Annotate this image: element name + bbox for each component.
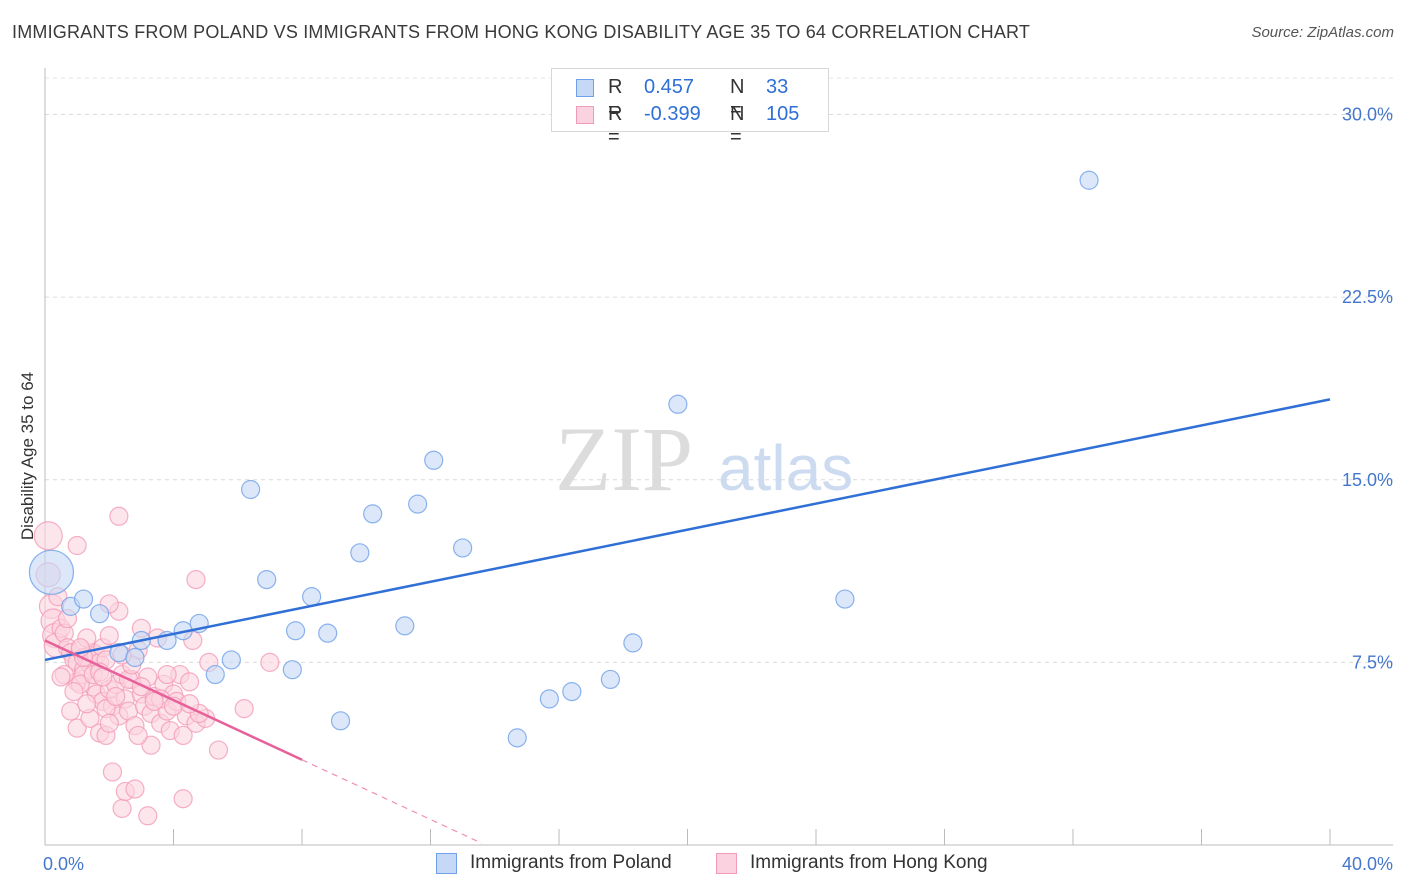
point-hongkong: [99, 625, 119, 646]
source-credit: Source: ZipAtlas.com: [1251, 24, 1394, 41]
point-hongkong: [33, 521, 63, 551]
point-hongkong: [173, 725, 193, 746]
point-poland: [125, 647, 145, 668]
legend-r-value: 0.457: [644, 76, 695, 98]
point-hongkong: [112, 798, 132, 819]
point-hongkong: [128, 725, 148, 746]
point-poland: [330, 711, 351, 731]
x-tick-label: 40.0%: [1342, 854, 1393, 874]
point-poland: [363, 504, 383, 524]
point-poland: [318, 623, 338, 643]
legend-r-label: R =: [608, 76, 623, 121]
point-poland: [1079, 170, 1099, 190]
chart-title: IMMIGRANTS FROM POLAND VS IMMIGRANTS FRO…: [12, 22, 1031, 42]
point-poland: [257, 569, 277, 590]
data-points: [28, 170, 1099, 826]
legend-n-value: 33: [766, 76, 789, 98]
point-hongkong: [138, 806, 158, 826]
y-tick-label: 22.5%: [1342, 287, 1393, 307]
trend-line-hongkong-extension: [301, 759, 483, 844]
y-tick-label: 15.0%: [1342, 470, 1393, 490]
legend-r-label: R =: [608, 103, 623, 148]
trend-line-hongkong: [44, 639, 303, 761]
point-poland: [350, 543, 370, 563]
series-swatch-poland: [436, 853, 457, 874]
point-hongkong: [67, 718, 87, 738]
point-poland: [73, 589, 94, 609]
point-poland: [221, 650, 241, 670]
point-poland: [395, 616, 415, 636]
point-hongkong: [64, 681, 84, 702]
point-poland: [562, 681, 582, 702]
point-poland: [835, 589, 855, 609]
trend-line-poland: [44, 398, 1331, 662]
point-hongkong: [173, 789, 193, 809]
point-poland: [600, 669, 621, 690]
axes: [44, 68, 1393, 846]
watermark: ZIP atlas: [555, 408, 853, 510]
trend-lines: [44, 398, 1331, 844]
series-swatch-hongkong: [716, 853, 737, 874]
legend-swatch-poland: [576, 79, 594, 97]
legend-r-value: -0.399: [644, 103, 701, 125]
legend-n-label: N =: [730, 76, 745, 121]
point-hongkong: [51, 667, 71, 687]
point-hongkong: [234, 699, 254, 719]
point-poland: [424, 450, 444, 470]
correlation-legend: R = 0.457 N = 33 R = -0.399 N = 105: [551, 68, 829, 148]
legend-n-value: 105: [766, 103, 800, 125]
point-poland: [302, 587, 322, 607]
point-hongkong: [141, 735, 161, 755]
point-hongkong: [77, 694, 97, 714]
point-hongkong: [131, 677, 151, 697]
point-hongkong: [125, 779, 145, 799]
point-poland: [205, 664, 225, 685]
point-poland: [668, 394, 688, 414]
y-tick-label: 30.0%: [1342, 105, 1393, 125]
watermark-zip: ZIP: [555, 408, 693, 510]
point-hongkong: [208, 740, 229, 760]
point-hongkong: [109, 506, 129, 526]
point-hongkong: [179, 672, 200, 692]
legend-swatch-hongkong: [576, 106, 594, 124]
point-poland: [453, 538, 473, 558]
x-tick-label: 0.0%: [43, 854, 84, 874]
point-poland: [285, 621, 306, 641]
tick-labels: 7.5% 15.0% 22.5% 30.0% 0.0% 40.0%: [43, 105, 1393, 874]
point-hongkong: [106, 686, 126, 707]
point-poland: [408, 494, 428, 514]
point-poland: [507, 728, 527, 748]
point-poland: [90, 604, 110, 624]
point-poland: [28, 549, 75, 595]
point-hongkong: [157, 664, 177, 685]
point-poland: [282, 660, 302, 680]
watermark-atlas: atlas: [718, 432, 853, 504]
y-axis-label: Disability Age 35 to 64: [18, 372, 37, 540]
series-label-hongkong: Immigrants from Hong Kong: [750, 852, 988, 873]
point-poland: [241, 479, 261, 500]
point-hongkong: [186, 569, 206, 590]
point-hongkong: [67, 535, 87, 556]
point-hongkong: [99, 713, 119, 733]
point-poland: [623, 633, 643, 653]
point-hongkong: [61, 701, 81, 721]
point-poland: [539, 689, 559, 709]
grid-lines: [45, 77, 1393, 663]
series-label-poland: Immigrants from Poland: [470, 852, 672, 873]
point-hongkong: [102, 762, 123, 782]
legend-n-label: N =: [730, 103, 745, 148]
point-hongkong: [260, 652, 280, 672]
y-tick-label: 7.5%: [1352, 652, 1393, 672]
